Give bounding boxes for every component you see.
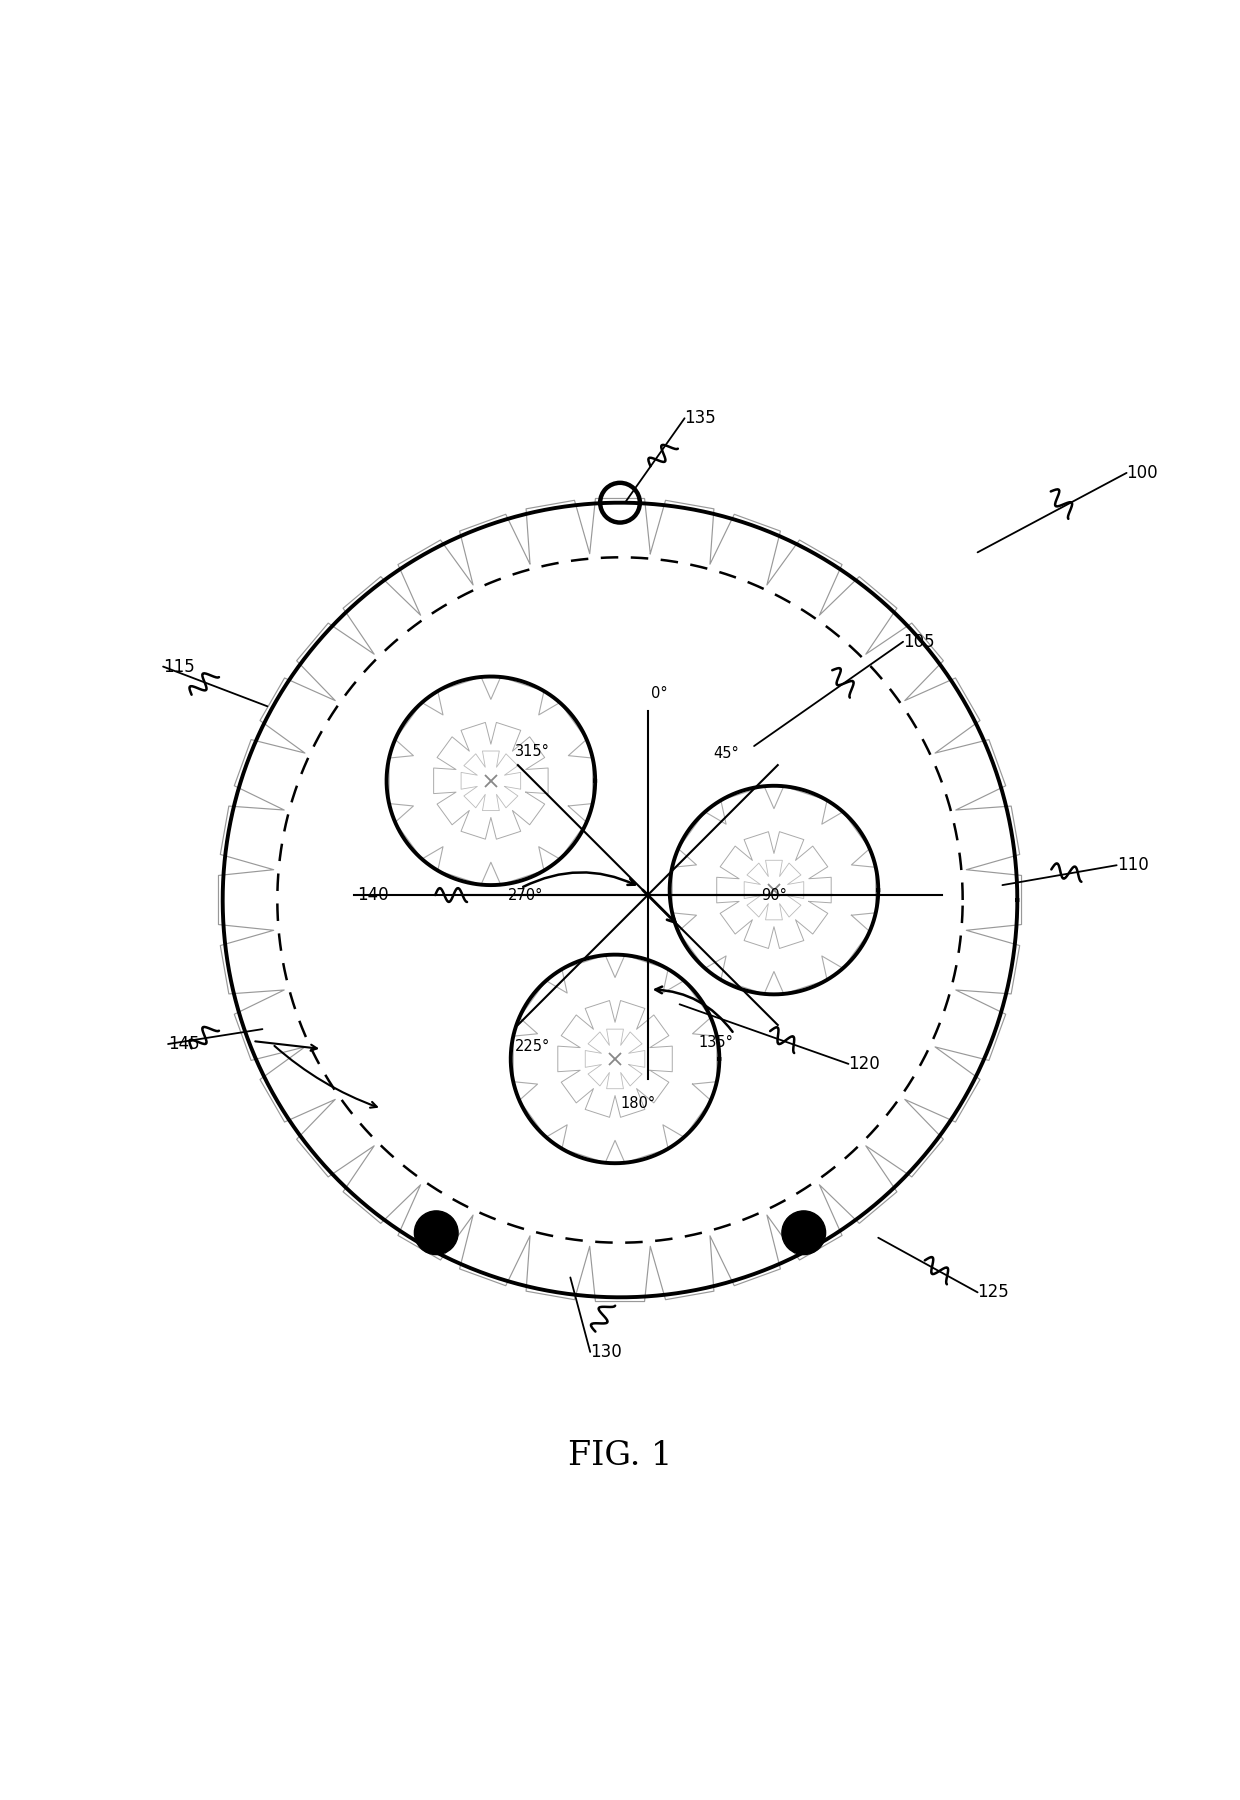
Text: 110: 110: [1117, 857, 1148, 875]
Text: 90°: 90°: [761, 887, 787, 902]
Text: 135°: 135°: [698, 1035, 734, 1051]
Text: 0°: 0°: [651, 686, 668, 700]
Text: 180°: 180°: [620, 1096, 656, 1111]
Text: 45°: 45°: [713, 745, 739, 761]
Text: 135: 135: [684, 409, 717, 427]
Circle shape: [414, 1211, 458, 1255]
Text: 140: 140: [357, 886, 388, 904]
Circle shape: [782, 1211, 826, 1255]
Text: 270°: 270°: [508, 887, 543, 902]
Text: 105: 105: [903, 634, 935, 652]
Text: 125: 125: [977, 1283, 1009, 1301]
Text: 120: 120: [848, 1055, 880, 1073]
Text: 315°: 315°: [516, 743, 551, 758]
Text: 145: 145: [169, 1035, 200, 1053]
Text: FIG. 1: FIG. 1: [568, 1440, 672, 1472]
Text: 115: 115: [164, 657, 195, 675]
Text: 130: 130: [590, 1343, 622, 1361]
Text: 225°: 225°: [515, 1039, 551, 1055]
Text: 100: 100: [1127, 464, 1158, 482]
